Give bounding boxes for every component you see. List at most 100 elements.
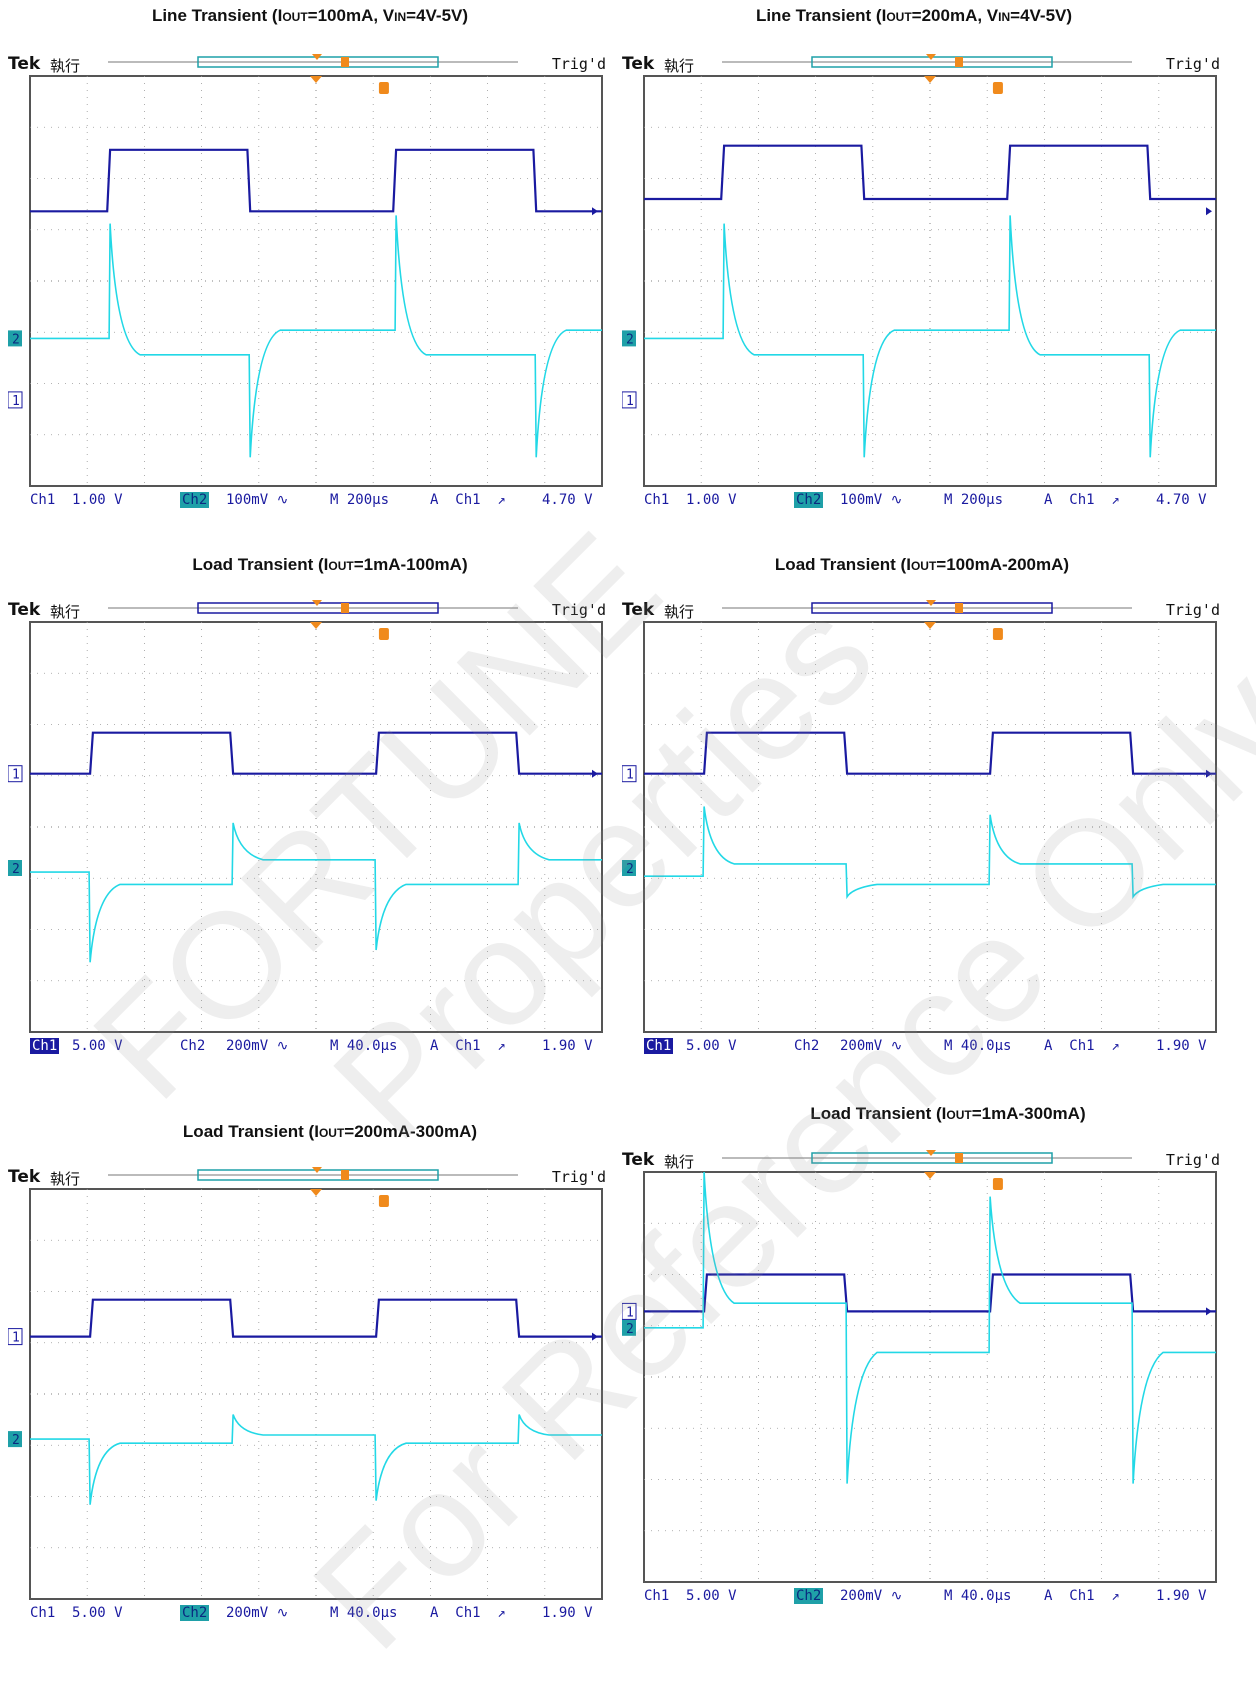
ch2-waveform — [644, 806, 1216, 900]
ch2-scale: 100mV ∿ — [226, 492, 289, 508]
scope-readout-bar: Ch1 5.00 V Ch2 200mV ∿ M 40.0μs A Ch1 ↗ 1.90 V — [30, 1604, 625, 1624]
ch2-marker-icon — [8, 1431, 22, 1448]
acquisition-state: 執行 — [664, 57, 695, 75]
ch1-waveform — [30, 1298, 602, 1338]
trigger-time-icon — [924, 1172, 936, 1179]
trigger-source: A Ch1 ↗ — [430, 1038, 506, 1054]
acquisition-state: 執行 — [50, 1170, 81, 1188]
ch1-marker-label: 1 — [626, 394, 634, 409]
ch1-marker-icon — [8, 765, 23, 783]
trigger-status: Trig'd — [1165, 1151, 1220, 1169]
trigger-level: 4.70 V — [1156, 492, 1207, 508]
ch1-marker-label: 1 — [12, 394, 20, 409]
tek-brand: Tek — [8, 1167, 41, 1187]
ch1-marker-icon — [8, 391, 23, 409]
scope-readout-bar: Ch1 1.00 V Ch2 100mV ∿ M 200μs A Ch1 ↗ 4.70 V — [644, 491, 1239, 511]
trigger-level-icon — [1206, 207, 1212, 216]
graticule-frame — [643, 1171, 1217, 1583]
ch2-scale: 200mV ∿ — [226, 1038, 289, 1054]
graticule-frame — [643, 621, 1217, 1033]
ch2-waveform — [30, 215, 602, 458]
ch1-scale: 5.00 V — [72, 1038, 123, 1054]
ch2-marker-label: 2 — [626, 332, 634, 347]
scope-plot: 21 — [8, 54, 603, 487]
record-position-marker — [341, 57, 349, 67]
trigger-level: 1.90 V — [542, 1605, 593, 1621]
ch2-scale: 200mV ∿ — [840, 1038, 903, 1054]
tek-brand: Tek — [622, 600, 655, 620]
scope-plot: 21 — [622, 1150, 1217, 1583]
ch1-marker-icon — [8, 1328, 23, 1346]
timebase: M 40.0μs — [944, 1588, 1012, 1604]
ch2-label: Ch2 — [794, 1038, 820, 1054]
trigger-status: Trig'd — [1165, 601, 1220, 619]
trigger-marker-icon — [992, 1178, 1003, 1190]
timebase: M 40.0μs — [944, 1038, 1012, 1054]
ch2-label: Ch2 — [180, 1605, 210, 1621]
ch2-marker-icon — [622, 860, 636, 876]
trigger-source: A Ch1 ↗ — [430, 1605, 506, 1621]
scope-readout-bar: Ch1 5.00 V Ch2 200mV ∿ M 40.0μs A Ch1 ↗ 1.90 V — [644, 1587, 1239, 1607]
ch1-label: Ch1 — [644, 1038, 674, 1054]
record-position-marker — [955, 1153, 963, 1163]
ch2-scale: 200mV ∿ — [226, 1605, 289, 1621]
trigger-position-icon — [926, 1150, 936, 1156]
scope-screen: Tek 執行 Trig'd 2 1 Ch1 5.00 V Ch2 200mV ∿ M 40.0μs… — [622, 1150, 1242, 1610]
timebase: M 40.0μs — [330, 1605, 398, 1621]
ch2-scale: 200mV ∿ — [840, 1588, 903, 1604]
ch1-scale: 5.00 V — [686, 1588, 737, 1604]
ch2-waveform — [644, 1171, 1216, 1484]
ch1-waveform — [30, 731, 602, 775]
ch1-label: Ch1 — [644, 1588, 670, 1604]
ch2-marker-label: 2 — [626, 862, 634, 877]
scope-5-title: Load Transient (IOUT=200mA-300mA) — [182, 1122, 478, 1141]
scope-screen: Tek 執行 Trig'd 2 1 Ch1 5.00 V Ch2 200mV ∿ M 40.0μs… — [8, 1167, 628, 1627]
trigger-source: A Ch1 ↗ — [1044, 1038, 1120, 1054]
record-position-marker — [341, 603, 349, 613]
scope-4-title: Load Transient (IOUT=100mA-200mA) — [774, 555, 1070, 574]
ch1-label: Ch1 — [30, 492, 56, 508]
ch2-marker-icon — [622, 1319, 636, 1336]
ch1-marker-icon — [622, 765, 637, 783]
scope-plot: 21 — [622, 600, 1217, 1033]
timebase: M 40.0μs — [330, 1038, 398, 1054]
ch1-label: Ch1 — [30, 1605, 56, 1621]
trigger-marker-icon — [378, 82, 389, 94]
ch2-scale: 100mV ∿ — [840, 492, 903, 508]
scope-3-title: Load Transient (IOUT=1mA-100mA) — [192, 555, 468, 574]
acquisition-state: 執行 — [50, 57, 81, 75]
ch1-scale: 1.00 V — [686, 492, 737, 508]
ch2-label: Ch2 — [180, 1038, 206, 1054]
trigger-status: Trig'd — [1165, 55, 1220, 73]
scope-plot: 21 — [622, 54, 1217, 487]
trigger-level: 4.70 V — [542, 492, 593, 508]
ch1-marker-icon — [622, 391, 637, 409]
scope-plot: 21 — [8, 600, 603, 1033]
ch2-marker-icon — [8, 860, 22, 876]
trigger-position-icon — [312, 600, 322, 606]
ch2-label: Ch2 — [180, 492, 210, 508]
scope-plot: 21 — [8, 1167, 603, 1600]
acquisition-state: 執行 — [664, 603, 695, 621]
scope-readout-bar: Ch1 5.00 V Ch2 200mV ∿ M 40.0μs A Ch1 ↗ 1.90 V — [644, 1037, 1239, 1057]
timebase: M 200μs — [944, 492, 1004, 508]
scope-screen: Tek 執行 Trig'd 2 1 Ch1 1.00 V Ch2 100mV ∿ M 200μs A… — [622, 54, 1242, 514]
scope-screen: Tek 執行 Trig'd 2 1 Ch1 5.00 V Ch2 200mV ∿ M 40.0μs… — [8, 600, 628, 1060]
ch2-marker-label: 2 — [626, 1322, 634, 1337]
ch1-scale: 1.00 V — [72, 492, 123, 508]
graticule-frame — [29, 621, 603, 1033]
trigger-time-icon — [310, 622, 322, 629]
trigger-position-icon — [312, 1167, 322, 1173]
scope-1-title: Line Transient (IOUT=100mA, VIN=4V-5V) — [151, 6, 469, 25]
tek-brand: Tek — [8, 54, 41, 74]
ch1-waveform — [644, 144, 1216, 201]
scope-2-title: Line Transient (IOUT=200mA, VIN=4V-5V) — [755, 6, 1073, 25]
ch2-label: Ch2 — [794, 1588, 824, 1604]
trigger-level: 1.90 V — [542, 1038, 593, 1054]
tek-brand: Tek — [622, 1150, 655, 1170]
trigger-time-icon — [310, 1189, 322, 1196]
ch1-marker-label: 1 — [12, 1331, 20, 1346]
ch1-label: Ch1 — [644, 492, 670, 508]
ch1-marker-label: 1 — [626, 1305, 634, 1320]
graticule-frame — [29, 75, 603, 487]
